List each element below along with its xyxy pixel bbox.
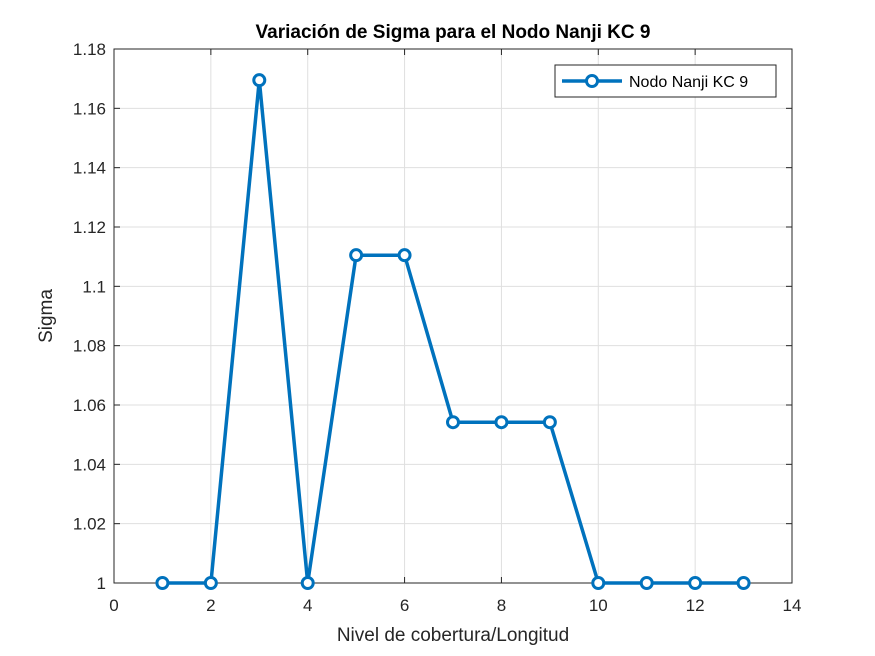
- y-tick-label: 1.12: [73, 218, 106, 237]
- y-tick-label: 1.18: [73, 40, 106, 59]
- y-tick-label: 1.06: [73, 396, 106, 415]
- x-tick-label: 2: [206, 596, 215, 615]
- data-point: [542, 415, 557, 430]
- legend-marker: [585, 74, 599, 88]
- series-group: [155, 73, 751, 590]
- x-tick-labels: 0 2 4 6 8 10 12 14: [109, 596, 801, 615]
- x-tick-label: 4: [303, 596, 312, 615]
- y-tick-label: 1.16: [73, 99, 106, 118]
- data-point: [736, 576, 751, 590]
- x-axis-label: Nivel de cobertura/Longitud: [337, 625, 569, 646]
- plot-frame: [113, 48, 793, 584]
- y-tick-label: 1.14: [73, 159, 106, 178]
- x-tick-label: 8: [497, 596, 506, 615]
- y-tick-label: 1: [97, 574, 106, 593]
- y-tick-label: 1.1: [82, 277, 106, 296]
- data-point: [349, 248, 364, 263]
- data-point: [397, 248, 412, 263]
- x-tick-label: 10: [589, 596, 608, 615]
- x-tick-label: 6: [400, 596, 409, 615]
- data-point: [446, 415, 460, 430]
- data-point: [252, 73, 267, 88]
- y-tick-label: 1.02: [73, 515, 106, 534]
- y-tick-labels: 1 1.02 1.04 1.06 1.08 1.1 1.12 1.14 1.16 1.18: [73, 40, 106, 593]
- legend-entry-label: Nodo Nanji KC 9: [629, 74, 748, 91]
- grid-lines: [114, 49, 792, 583]
- y-axis-label: Sigma: [36, 289, 57, 343]
- data-point: [155, 576, 170, 590]
- legend: Nodo Nanji KC 9: [554, 64, 777, 98]
- data-point: [591, 576, 606, 590]
- y-tick-label: 1.04: [73, 455, 106, 474]
- data-point: [203, 576, 218, 590]
- data-point: [300, 576, 315, 590]
- y-tick-label: 1.08: [73, 337, 106, 356]
- plot-area: [114, 49, 792, 583]
- chart-title: Variación de Sigma para el Nodo Nanji KC…: [256, 22, 651, 43]
- x-tick-label: 12: [686, 596, 705, 615]
- x-tick-label: 14: [783, 596, 802, 615]
- data-point: [688, 576, 703, 590]
- data-point: [494, 415, 509, 430]
- data-point: [639, 576, 654, 590]
- x-tick-label: 0: [109, 596, 118, 615]
